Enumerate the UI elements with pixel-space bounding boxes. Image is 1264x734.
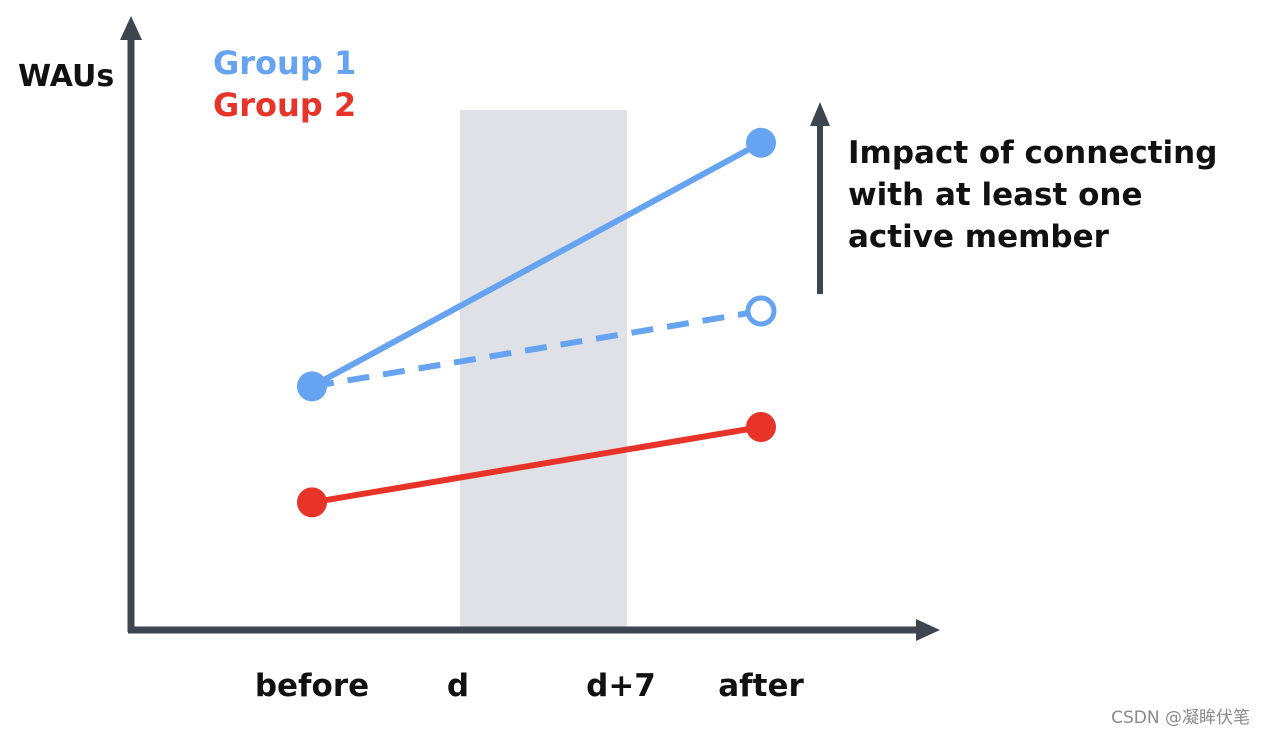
- x-tick-after: after: [718, 668, 804, 704]
- impact-arrow: [810, 102, 830, 294]
- x-axis-arrowhead: [916, 619, 940, 641]
- series-line-group-1-counterfactual: [311, 308, 762, 390]
- point-group-1-after: [746, 127, 776, 158]
- x-tick-d-plus-7: d+7: [586, 668, 656, 704]
- treatment-window-shade: [460, 110, 627, 630]
- point-group-1-before: [297, 371, 327, 402]
- legend-group-2: Group 2: [213, 86, 356, 124]
- x-tick-before: before: [255, 668, 369, 704]
- impact-annotation-line-1: Impact of connecting: [848, 135, 1217, 171]
- axes: [120, 16, 940, 641]
- point-group-2-before: [297, 487, 327, 518]
- y-axis-label: WAUs: [18, 59, 114, 94]
- point-group-1-counterfactual-after: [745, 295, 777, 327]
- impact-annotation-line-3: active member: [848, 219, 1110, 255]
- y-axis-arrowhead: [120, 16, 142, 40]
- impact-arrow-head: [810, 102, 830, 126]
- legend-group-1: Group 1: [213, 44, 356, 82]
- series-line-group-2: [309, 424, 764, 506]
- series-line-group-1: [309, 139, 764, 390]
- x-tick-d: d: [447, 668, 469, 704]
- point-group-2-after: [746, 412, 776, 442]
- watermark-text: CSDN @凝眸伏笔: [1111, 708, 1250, 728]
- impact-annotation-line-2: with at least one: [848, 177, 1143, 213]
